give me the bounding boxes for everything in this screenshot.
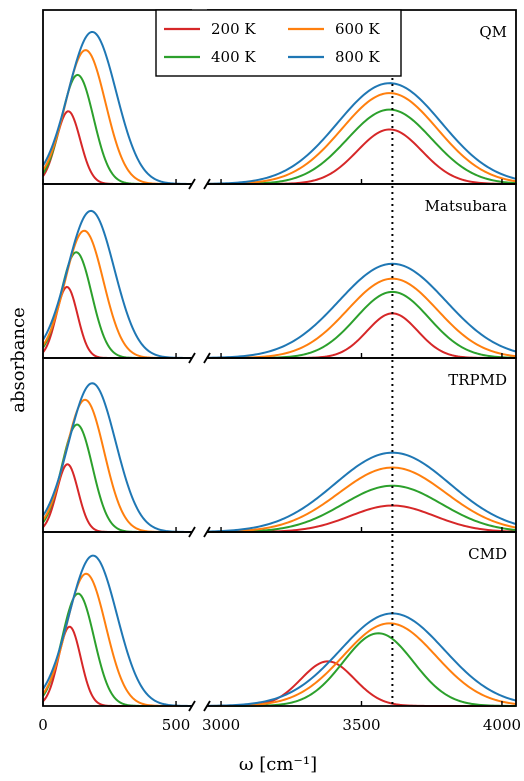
overlay: 0 500 3000 3500 4000 200 K 400 K 600 K 800 K bbox=[38, 9, 521, 734]
left-axes-frame bbox=[42, 531, 192, 707]
panel-matsubara: Matsubara bbox=[42, 183, 517, 364]
legend-label: 600 K bbox=[335, 20, 380, 38]
panel-label: CMD bbox=[468, 545, 507, 563]
legend-label: 200 K bbox=[211, 20, 256, 38]
series-800k-high-line bbox=[206, 451, 517, 533]
panel-label: Matsubara bbox=[425, 197, 507, 215]
series-400k-high-line bbox=[207, 484, 517, 533]
legend-label: 800 K bbox=[335, 48, 380, 66]
series-800k-low-line bbox=[42, 382, 192, 533]
series-600k-low-line bbox=[42, 572, 192, 707]
panel-trpmd: TRPMD bbox=[42, 357, 517, 538]
series-600k-high-line bbox=[206, 466, 517, 533]
series-800k-high-line bbox=[206, 612, 517, 707]
series-800k-high-line bbox=[206, 82, 517, 185]
series-800k-low-line bbox=[42, 30, 192, 185]
series-400k-low-line bbox=[42, 423, 192, 533]
series-600k-high-line bbox=[206, 92, 517, 185]
series-600k-high-line bbox=[207, 622, 517, 707]
panel-cmd: CMD bbox=[42, 531, 517, 712]
x-tick-label: 4000 bbox=[483, 716, 521, 734]
series-400k-high-line bbox=[207, 632, 517, 707]
x-axis-label: ω [cm⁻¹] bbox=[239, 754, 317, 775]
series-200k-low-line bbox=[42, 285, 192, 359]
x-tick-label: 3000 bbox=[202, 716, 240, 734]
series-600k-low-line bbox=[42, 229, 192, 359]
legend: 200 K 400 K 600 K 800 K bbox=[155, 9, 402, 77]
axis-break-mark bbox=[188, 700, 196, 712]
y-axis-label: absorbance bbox=[8, 307, 29, 413]
panel-label: TRPMD bbox=[448, 371, 507, 389]
series-400k-low-line bbox=[42, 592, 192, 707]
series-400k-low-line bbox=[42, 251, 192, 359]
series-800k-low-line bbox=[42, 554, 193, 707]
x-tick-label: 3500 bbox=[342, 716, 380, 734]
panel-label: QM bbox=[479, 23, 507, 41]
series-600k-high-line bbox=[207, 277, 517, 359]
panels: QM Matsubara TRPMD CMD bbox=[42, 9, 517, 712]
legend-frame bbox=[155, 9, 402, 77]
series-400k-low-line bbox=[42, 73, 192, 185]
series-800k-low-line bbox=[42, 209, 193, 359]
x-tick-label: 0 bbox=[38, 716, 48, 734]
series-800k-high-line bbox=[206, 262, 517, 359]
x-tick-label: 500 bbox=[162, 716, 191, 734]
axis-break-mark bbox=[203, 700, 211, 712]
legend-label: 400 K bbox=[211, 48, 256, 66]
series-200k-high-line bbox=[207, 660, 516, 707]
series-200k-high-line bbox=[207, 128, 516, 185]
